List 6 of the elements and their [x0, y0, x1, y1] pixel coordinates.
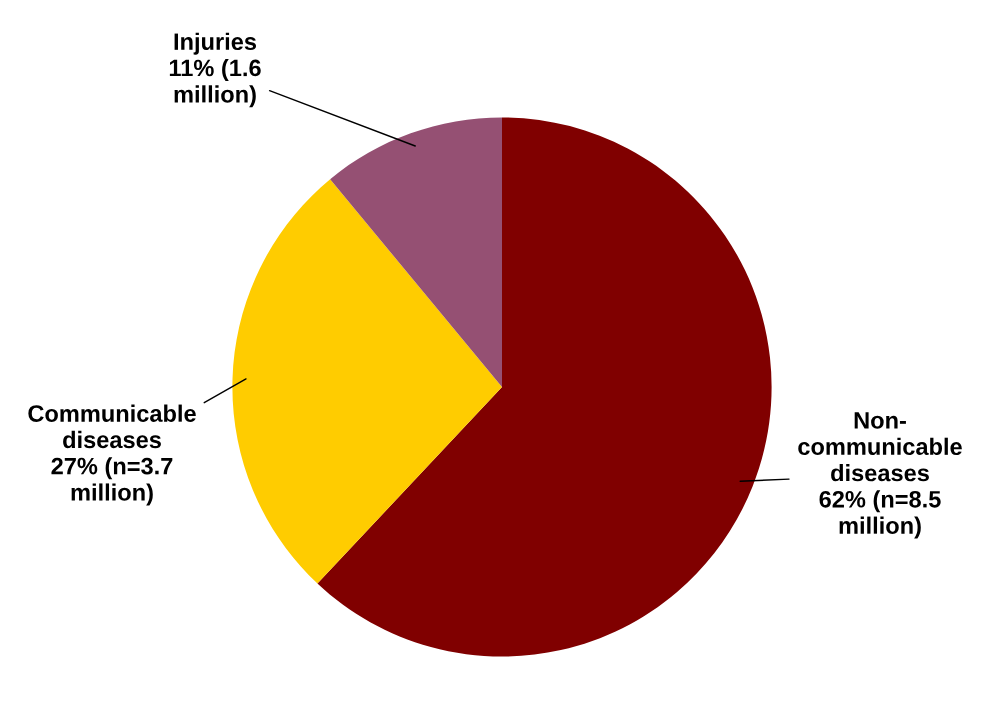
pie-slice [330, 117, 502, 387]
slice-label: Communicable diseases 27% (n=3.7 million) [28, 404, 196, 506]
pie-slice [232, 179, 502, 584]
slice-label: Non- communicable diseases 62% (n=8.5 million) [798, 412, 962, 539]
slice-label: Injuries 11% (1.6 million) [169, 32, 261, 108]
pie-slice [317, 117, 772, 657]
